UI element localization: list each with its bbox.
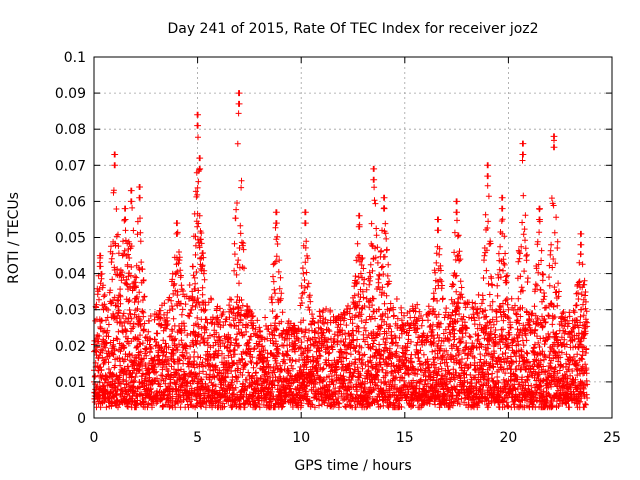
y-tick-label: 0.09	[55, 86, 86, 102]
y-tick-label: 0.05	[55, 231, 86, 247]
y-axis-label: ROTI / TECUs	[6, 192, 22, 284]
chart-title: Day 241 of 2015, Rate Of TEC Index for r…	[167, 21, 538, 37]
y-tick-label: 0.04	[55, 267, 86, 283]
x-axis-label: GPS time / hours	[294, 458, 411, 474]
y-tick-label: 0.08	[55, 122, 86, 138]
y-tick-label: 0	[77, 411, 86, 427]
x-tick-label: 0	[90, 430, 99, 446]
x-tick-label: 15	[396, 430, 414, 446]
x-tick-label: 20	[499, 430, 517, 446]
x-tick-label: 5	[193, 430, 202, 446]
x-tick-label: 25	[603, 430, 621, 446]
y-tick-label: 0.03	[55, 303, 86, 319]
y-tick-label: 0.07	[55, 158, 86, 174]
x-axis: 0 5 10 15 20 25	[90, 57, 621, 446]
y-tick-label: 0.06	[55, 194, 86, 210]
y-tick-label: 0.01	[55, 375, 86, 391]
y-tick-label: 0.1	[64, 50, 86, 66]
y-axis: 0 0.01 0.02 0.03 0.04 0.05 0.06 0.07 0.08 0.09 0.1	[55, 50, 612, 427]
y-tick-label: 0.02	[55, 339, 86, 355]
x-tick-label: 10	[292, 430, 310, 446]
